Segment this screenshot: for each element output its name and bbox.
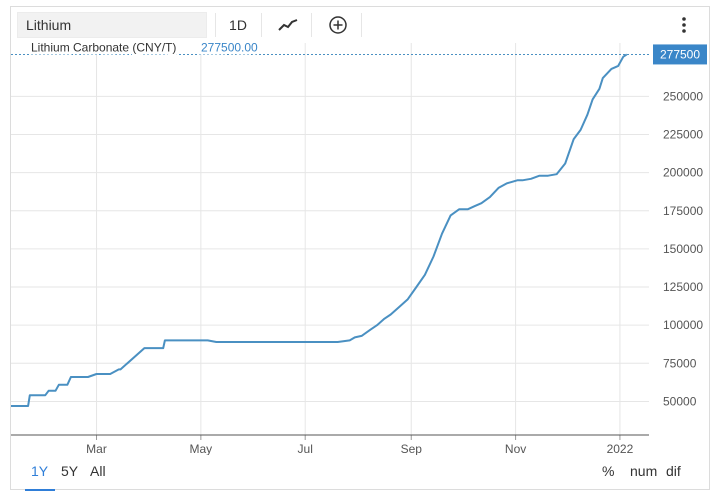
menu-button[interactable]	[673, 13, 695, 37]
toolbar-divider	[361, 13, 362, 37]
num-mode-button[interactable]: num	[630, 463, 658, 479]
series-line	[11, 53, 628, 407]
x-tick-label: Mar	[86, 442, 107, 455]
x-tick-label: Jul	[298, 442, 313, 455]
y-tick-label: 200000	[663, 166, 703, 180]
x-tick-label: Sep	[401, 442, 423, 455]
active-range-indicator	[25, 489, 55, 491]
legend-last-value: 277500.00	[201, 43, 258, 54]
vertical-dots-icon	[682, 17, 686, 33]
y-tick-label: 250000	[663, 89, 703, 103]
y-tick-label: 225000	[663, 128, 703, 142]
axes: 50000 75000 100000 125000 150000 175000 200000…	[11, 89, 703, 455]
last-value-tag-text: 277500	[660, 47, 700, 61]
legend-box: Lithium Carbonate (CNY/T) 277500.00	[28, 43, 261, 57]
series-layer	[11, 53, 649, 407]
chart-footer: 1Y 5Y All % num dif	[11, 457, 709, 491]
dif-mode-button[interactable]: dif	[666, 463, 681, 479]
plus-circle-icon	[329, 16, 347, 34]
line-chart-icon	[278, 19, 298, 31]
labels-layer: Lithium Carbonate (CNY/T) 277500.00 277500	[28, 43, 707, 65]
toolbar-divider	[311, 13, 312, 37]
grid-lines	[11, 43, 649, 435]
toolbar-divider	[261, 13, 262, 37]
chart-type-button[interactable]	[273, 13, 303, 37]
price-chart: 50000 75000 100000 125000 150000 175000 200000…	[11, 43, 707, 455]
chart-widget: Lithium 1D 50000 75000 1000	[10, 6, 710, 491]
x-tick-label: 2022	[607, 442, 634, 455]
toolbar-divider	[215, 13, 216, 37]
add-indicator-button[interactable]	[323, 13, 353, 37]
y-tick-label: 125000	[663, 280, 703, 294]
y-tick-label: 75000	[663, 356, 697, 370]
y-tick-label: 100000	[663, 318, 703, 332]
legend-series-name: Lithium Carbonate (CNY/T)	[31, 43, 176, 54]
range-1y-button[interactable]: 1Y	[31, 463, 49, 479]
y-tick-label: 175000	[663, 204, 703, 218]
y-tick-label: 50000	[663, 394, 697, 408]
interval-button[interactable]: 1D	[229, 17, 247, 33]
x-tick-label: May	[190, 442, 213, 455]
symbol-search-input[interactable]: Lithium	[17, 12, 207, 38]
last-value-tag-bg	[653, 44, 707, 65]
range-all-button[interactable]: All	[90, 463, 106, 479]
percent-mode-button[interactable]: %	[602, 463, 615, 479]
x-tick-label: Nov	[505, 442, 526, 455]
last-value-tag: 277500	[653, 44, 707, 65]
y-tick-label: 150000	[663, 242, 703, 256]
range-5y-button[interactable]: 5Y	[61, 463, 79, 479]
chart-toolbar: Lithium 1D	[11, 7, 709, 43]
